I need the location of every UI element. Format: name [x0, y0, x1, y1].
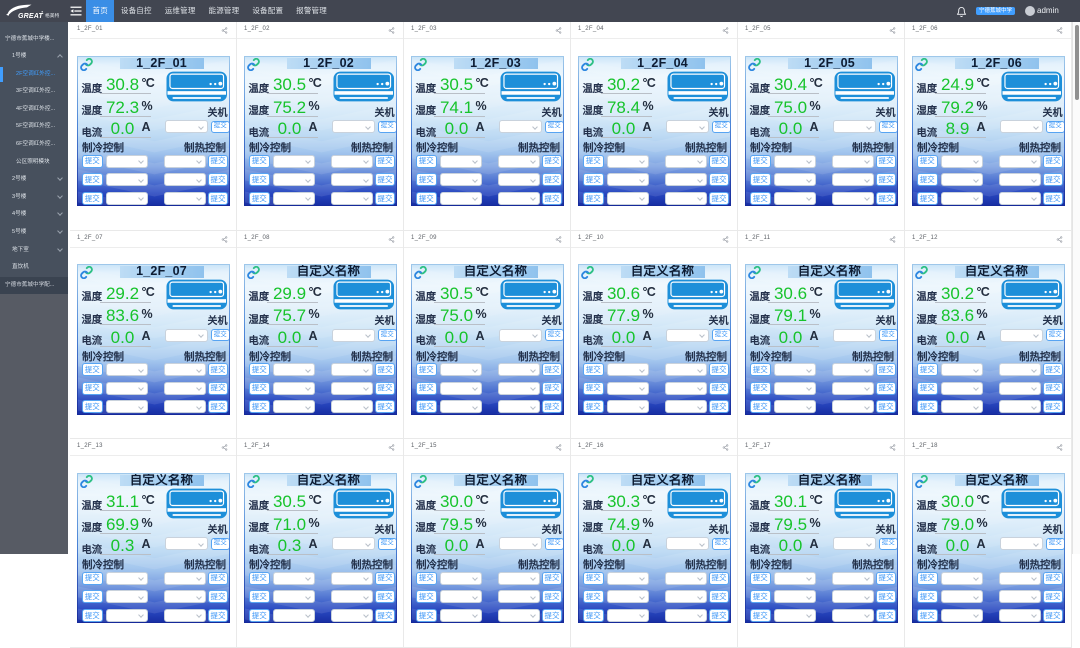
svg-text:格美特: 格美特 — [45, 12, 59, 19]
svg-text:GREAT: GREAT — [18, 13, 44, 20]
